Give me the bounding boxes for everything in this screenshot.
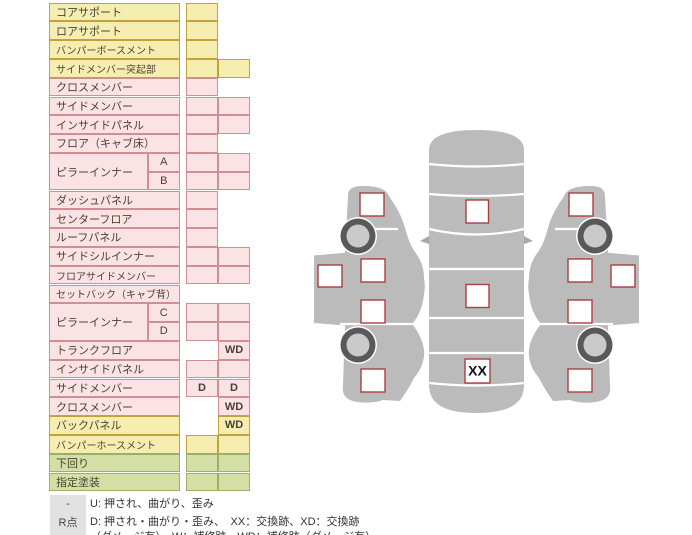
svg-text:XX: XX [468,363,487,379]
